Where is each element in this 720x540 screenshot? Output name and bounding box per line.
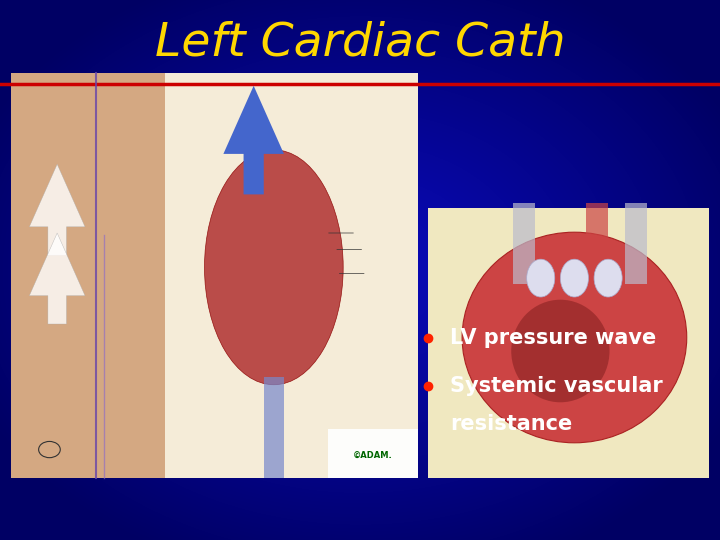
Ellipse shape [511, 300, 610, 402]
Bar [11, 73, 418, 478]
Text: ©ADAM.: ©ADAM. [353, 451, 392, 460]
Bar [585, 202, 608, 284]
Ellipse shape [594, 259, 622, 297]
Bar [625, 202, 647, 284]
Ellipse shape [462, 232, 687, 443]
FancyArrow shape [223, 86, 284, 194]
Bar [328, 429, 418, 478]
Ellipse shape [527, 259, 554, 297]
Bar [428, 208, 709, 478]
Ellipse shape [560, 259, 588, 297]
Text: Systemic vascular: Systemic vascular [450, 376, 662, 396]
Bar [264, 377, 284, 478]
Text: Left Cardiac Cath: Left Cardiac Cath [155, 21, 565, 66]
Text: resistance: resistance [450, 414, 572, 434]
FancyArrow shape [30, 164, 85, 255]
Ellipse shape [204, 150, 343, 384]
Text: LV pressure wave: LV pressure wave [450, 327, 656, 348]
Bar [11, 73, 166, 478]
Bar [513, 202, 535, 284]
Bar [166, 73, 418, 478]
FancyArrow shape [30, 233, 85, 324]
